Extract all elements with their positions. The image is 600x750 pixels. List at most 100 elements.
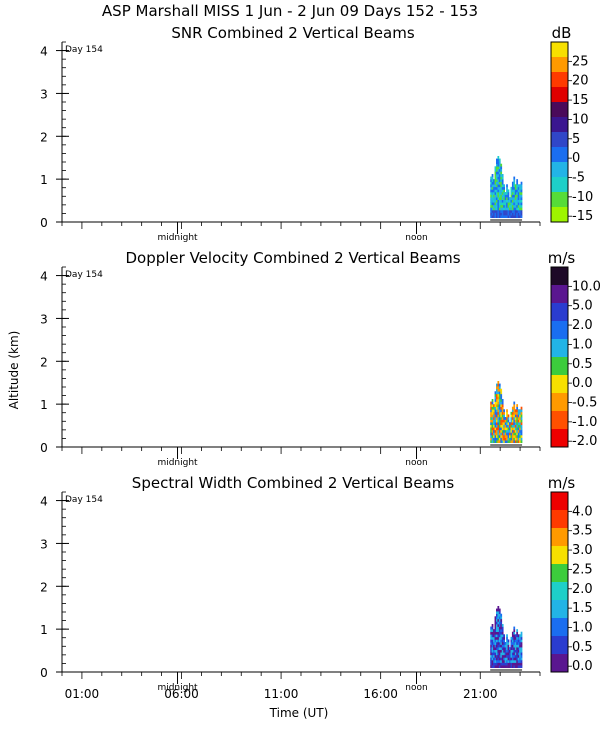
heatmap-cell — [490, 179, 492, 183]
heatmap-cell — [516, 199, 519, 203]
heatmap-cell — [491, 437, 494, 441]
heatmap-cell — [498, 161, 501, 165]
heatmap-cell — [519, 652, 521, 656]
heatmap-cell — [497, 192, 500, 195]
heatmap-cell — [493, 212, 495, 216]
heatmap-cell — [497, 212, 500, 216]
heatmap-cell — [516, 417, 519, 420]
heatmap-cell — [511, 631, 514, 635]
heatmap-cell — [517, 202, 520, 206]
heatmap-cell — [498, 427, 501, 431]
heatmap-cell — [510, 194, 513, 198]
heatmap-cell — [517, 215, 520, 219]
heatmap-cell — [513, 419, 516, 423]
heatmap-cell — [498, 626, 501, 630]
heatmap-cell — [493, 437, 495, 441]
heatmap-cell — [513, 644, 516, 648]
heatmap-cell — [498, 613, 501, 617]
heatmap-cell — [513, 662, 516, 666]
heatmap-cell — [490, 422, 492, 426]
heatmap-cell — [496, 161, 498, 165]
heatmap-cell — [493, 432, 495, 436]
heatmap-cell — [500, 649, 503, 653]
heatmap-cell — [494, 411, 497, 415]
heatmap-cell — [500, 197, 503, 201]
colorbar-label: 2.0 — [572, 318, 593, 333]
y-tick-label: 2 — [40, 355, 48, 369]
heatmap-cell — [503, 204, 505, 208]
heatmap-cell — [510, 437, 513, 441]
heatmap-cell — [506, 204, 508, 208]
heatmap-cell — [497, 616, 500, 620]
heatmap-cell — [506, 184, 508, 188]
heatmap-cell — [496, 212, 498, 216]
heatmap-cell — [500, 629, 503, 633]
heatmap-cell — [496, 393, 498, 397]
heatmap-cell — [500, 422, 503, 426]
colorbar-unit: m/s — [548, 474, 576, 492]
heatmap-cell — [501, 629, 504, 633]
heatmap-cell — [491, 189, 494, 193]
heatmap-cell — [516, 647, 519, 651]
heatmap-cell — [511, 210, 514, 213]
heatmap-cell — [496, 657, 498, 661]
heatmap-cell — [497, 618, 500, 622]
heatmap-cell — [490, 662, 492, 666]
heatmap-cell — [520, 652, 523, 656]
heatmap-cell — [490, 634, 492, 638]
heatmap-cell — [517, 184, 520, 188]
heatmap-cell — [494, 624, 497, 627]
heatmap-cell — [498, 199, 501, 203]
heatmap-cell — [497, 631, 500, 635]
colorbar-swatch — [551, 429, 568, 448]
heatmap-cell — [520, 440, 523, 444]
heatmap-cell — [500, 631, 503, 635]
heatmap-cell — [496, 192, 498, 195]
heatmap-cell — [510, 414, 513, 418]
heatmap-cell — [514, 419, 517, 423]
heatmap-cell — [496, 391, 498, 395]
heatmap-cell — [497, 417, 500, 420]
heatmap-cell — [494, 642, 497, 645]
heatmap-cell — [494, 179, 497, 183]
y-tick-label: 3 — [40, 312, 48, 326]
heatmap-cell — [497, 199, 500, 203]
heatmap-cell — [503, 639, 505, 643]
heatmap-cell — [498, 649, 501, 653]
heatmap-cell — [494, 437, 497, 441]
heatmap-cell — [517, 199, 520, 203]
colorbar-swatch — [551, 600, 568, 619]
heatmap-cell — [501, 414, 504, 418]
heatmap-cell — [513, 629, 516, 633]
heatmap-cell — [491, 199, 494, 203]
heatmap-cell — [519, 192, 521, 195]
heatmap-cell — [509, 647, 511, 651]
heatmap-cell — [519, 654, 521, 658]
heatmap-cell — [514, 652, 517, 656]
heatmap-cell — [510, 639, 513, 643]
colorbar-label: -10 — [572, 190, 593, 205]
heatmap-cell — [517, 432, 520, 436]
heatmap-cell — [507, 427, 510, 431]
heatmap-cell — [494, 618, 497, 622]
heatmap-cell — [496, 199, 498, 203]
heatmap-cell — [497, 429, 500, 433]
heatmap-cell — [494, 401, 497, 405]
heatmap-cell — [504, 212, 507, 216]
heatmap-cell — [496, 652, 498, 656]
heatmap-cell — [513, 660, 516, 663]
heatmap-cell — [490, 424, 492, 428]
heatmap-cell — [514, 184, 517, 188]
heatmap-cell — [520, 210, 523, 213]
heatmap-cell — [500, 396, 503, 400]
heatmap-cell — [519, 440, 521, 444]
heatmap-cell — [513, 634, 516, 638]
heatmap-cell — [517, 424, 520, 428]
y-tick-label: 3 — [40, 87, 48, 101]
heatmap-cell — [516, 665, 519, 669]
heatmap-cell — [503, 414, 505, 418]
heatmap-cell — [511, 665, 514, 669]
heatmap-cell — [496, 414, 498, 418]
heatmap-cell — [500, 440, 503, 444]
heatmap-cell — [514, 207, 517, 211]
